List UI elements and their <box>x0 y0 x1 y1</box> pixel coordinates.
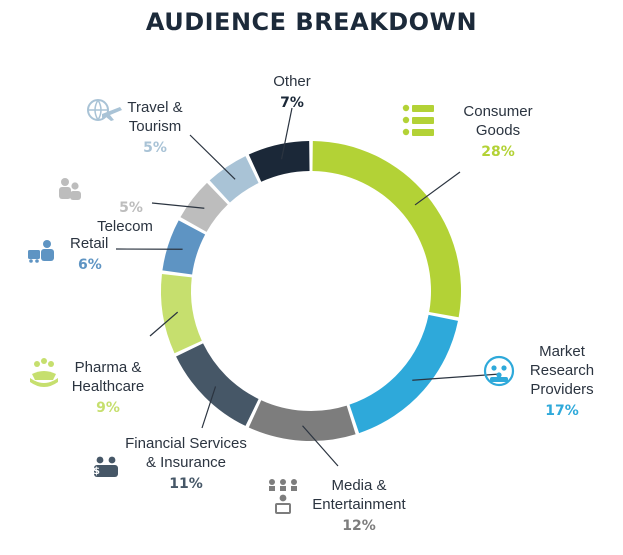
slice-label-line: Other <box>273 73 311 90</box>
donut-slice <box>209 156 259 203</box>
slice-label-line: Travel & <box>127 99 182 116</box>
donut-slice <box>248 400 356 441</box>
slice-label: Market Research Providers 17% <box>530 343 594 419</box>
market-research-icon <box>483 355 515 387</box>
consumer-goods-icon <box>402 104 434 136</box>
slice-percent: 5% <box>119 200 143 216</box>
slice-percent: 5% <box>143 140 167 156</box>
leader-line <box>201 386 217 429</box>
slice-percent: 11% <box>169 476 203 492</box>
leader-line <box>302 425 339 467</box>
slice-label-line: Market <box>539 343 586 360</box>
slice-label-line: Healthcare <box>72 378 145 395</box>
slice-label-line: Research <box>530 362 594 379</box>
slice-label: Other 7% <box>273 73 311 111</box>
leader-line <box>280 107 293 160</box>
telecom-icon <box>59 178 81 200</box>
slice-label-line: Retail <box>70 235 108 252</box>
leader-line <box>414 171 461 206</box>
page-title: AUDIENCE BREAKDOWN <box>145 8 478 36</box>
slice-label-line: Telecom <box>97 218 153 235</box>
donut-slice <box>180 182 228 232</box>
slice-percent: 6% <box>78 257 102 273</box>
slice-label: 5% Telecom <box>97 200 153 235</box>
media-entertainment-icon <box>269 479 297 514</box>
slice-label: Consumer Goods 28% <box>463 103 532 160</box>
leader-lines <box>115 107 501 467</box>
donut-slice <box>312 141 462 318</box>
slice-label-line: Providers <box>530 381 593 398</box>
slice-label: Financial Services & Insurance 11% <box>125 435 247 492</box>
category-icons: $ <box>28 99 515 514</box>
slice-label: Retail 6% <box>70 235 108 273</box>
donut-slice <box>248 141 310 182</box>
donut-slice <box>349 314 458 434</box>
slice-label-line: Pharma & <box>75 359 142 376</box>
donut-slice <box>176 343 259 426</box>
slice-label-line: Tourism <box>129 118 182 135</box>
financial-services-icon: $ <box>93 456 118 477</box>
slice-percent: 9% <box>96 400 120 416</box>
slice-label-line: & Insurance <box>146 454 226 471</box>
travel-tourism-icon <box>87 99 122 121</box>
slice-label-line: Entertainment <box>312 496 406 513</box>
slice-label: Media & Entertainment 12% <box>312 477 406 534</box>
leader-line <box>149 311 179 337</box>
donut-slice <box>161 274 202 354</box>
slice-labels: Consumer Goods 28% Market Research Providers 1… <box>70 73 594 534</box>
donut-slices <box>161 141 462 441</box>
slice-percent: 17% <box>545 403 579 419</box>
leader-line <box>189 134 236 180</box>
slice-label: Pharma & Healthcare 9% <box>72 359 145 416</box>
slice-percent: 12% <box>342 518 376 534</box>
retail-icon <box>28 240 54 263</box>
svg-text:$: $ <box>93 466 100 477</box>
slice-label: Travel & Tourism 5% <box>127 99 182 156</box>
slice-label-line: Media & <box>331 477 386 494</box>
donut-slice <box>162 220 206 275</box>
slice-percent: 7% <box>280 95 304 111</box>
pharma-healthcare-icon <box>30 358 58 387</box>
slice-label-line: Financial Services <box>125 435 247 452</box>
slice-percent: 28% <box>481 144 515 160</box>
slice-label-line: Consumer <box>463 103 532 120</box>
slice-label-line: Goods <box>476 122 520 139</box>
leader-line <box>151 202 205 209</box>
